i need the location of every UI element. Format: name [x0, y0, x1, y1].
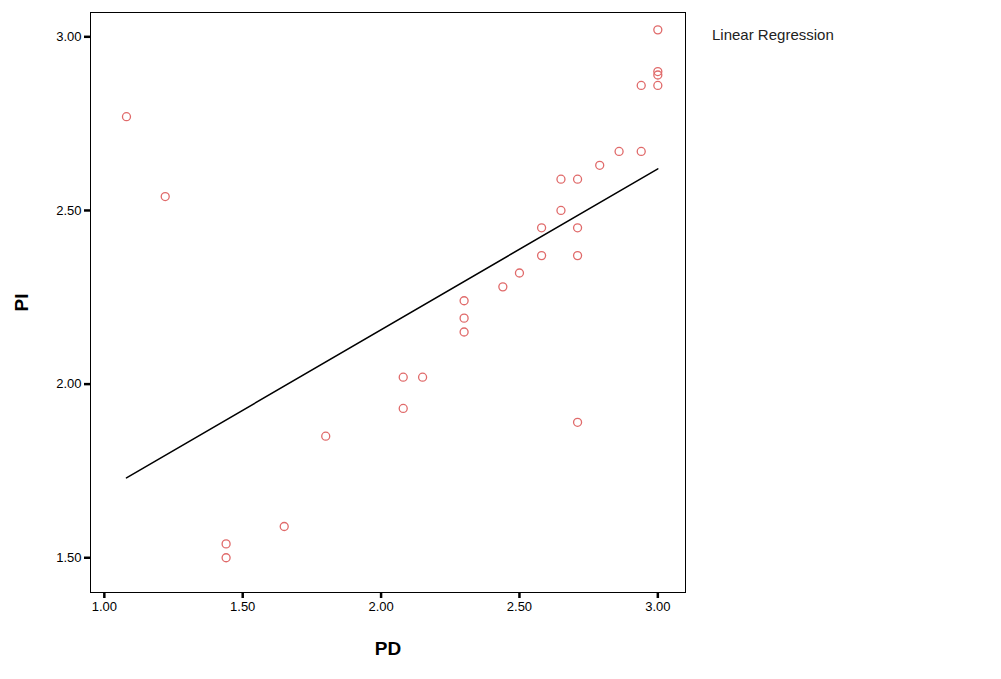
html-text:Linear Regression: Linear Regression [712, 26, 834, 43]
svg-text:3.00: 3.00 [56, 29, 81, 44]
svg-text:1.00: 1.00 [92, 599, 117, 614]
svg-text:1.50: 1.50 [230, 599, 255, 614]
svg-text:PD: PD [375, 638, 401, 659]
svg-text:2.50: 2.50 [56, 203, 81, 218]
svg-text:1.50: 1.50 [56, 550, 81, 565]
svg-text:3.00: 3.00 [645, 599, 670, 614]
svg-text:2.00: 2.00 [368, 599, 393, 614]
svg-text:PI: PI [11, 294, 32, 312]
svg-text:2.50: 2.50 [507, 599, 532, 614]
svg-text:2.00: 2.00 [56, 376, 81, 391]
